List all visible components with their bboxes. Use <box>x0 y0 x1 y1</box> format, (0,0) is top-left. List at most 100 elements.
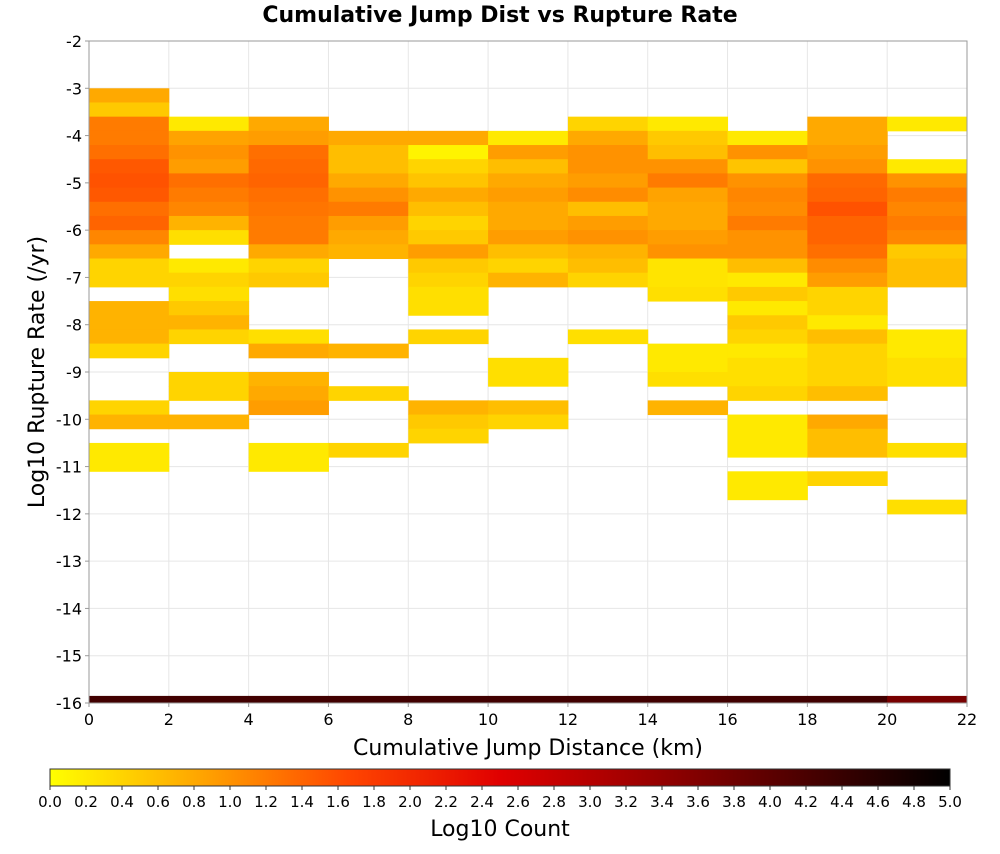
heatmap-cell <box>647 343 729 359</box>
heatmap-cell <box>647 372 729 387</box>
heatmap-cell <box>647 159 729 174</box>
heatmap-cell <box>89 272 170 288</box>
y-tick-label: -9 <box>66 363 82 382</box>
heatmap-cell <box>887 695 968 704</box>
heatmap-cell <box>567 201 649 217</box>
heatmap-cell <box>328 187 409 203</box>
heatmap-cell <box>887 258 968 274</box>
heatmap-cell <box>328 244 409 260</box>
heatmap-cell <box>168 145 250 160</box>
heatmap-cell <box>328 442 409 458</box>
heatmap-cell <box>807 372 888 387</box>
heatmap-cell <box>887 116 968 132</box>
heatmap-cell <box>248 386 329 401</box>
heatmap-cell <box>887 159 968 174</box>
colorbar-tick-label: 0.6 <box>146 793 170 811</box>
x-axis-ticks: 0 2 4 6 8 10 12 14 16 18 20 22 <box>84 703 977 729</box>
heatmap-cell <box>89 173 170 189</box>
colorbar-tick-label: 2.2 <box>434 793 458 811</box>
heatmap-cell <box>727 343 808 359</box>
heatmap-cell <box>328 230 409 245</box>
colorbar-tick-label: 4.0 <box>758 793 782 811</box>
x-tick-label: 18 <box>797 710 817 729</box>
heatmap-cell <box>807 201 888 217</box>
x-tick-label: 4 <box>244 710 254 729</box>
heatmap-cell <box>727 301 808 316</box>
heatmap-cell <box>248 372 329 387</box>
heatmap-cell <box>488 695 569 704</box>
heatmap-cell <box>647 258 729 274</box>
heatmap-cell <box>727 695 808 704</box>
heatmap-cell <box>727 230 808 245</box>
heatmap-cell <box>408 258 489 274</box>
colorbar <box>49 768 951 787</box>
heatmap-cell <box>887 244 968 260</box>
heatmap-cell <box>488 244 569 260</box>
heatmap-cell <box>567 215 649 231</box>
heatmap-cell <box>488 215 569 231</box>
heatmap-cell <box>408 428 489 444</box>
heatmap-cell <box>248 272 329 288</box>
heatmap-cell <box>168 159 250 174</box>
heatmap-cell <box>488 173 569 189</box>
heatmap-cell <box>488 414 569 430</box>
heatmap-cell <box>567 329 649 345</box>
colorbar-tick-label: 3.2 <box>614 793 638 811</box>
heatmap-cell <box>887 187 968 203</box>
heatmap-cell <box>248 116 329 132</box>
y-tick-label: -12 <box>56 505 82 524</box>
colorbar-tick-label: 0.4 <box>110 793 134 811</box>
heatmap-cell <box>488 187 569 203</box>
heatmap-cell <box>408 173 489 189</box>
heatmap-cell <box>89 88 170 103</box>
heatmap-cell <box>807 244 888 260</box>
heatmap-cell <box>408 695 489 704</box>
heatmap-cell <box>727 329 808 345</box>
heatmap-cell <box>248 230 329 245</box>
heatmap-cell <box>647 116 729 132</box>
heatmap-cell <box>807 230 888 245</box>
heatmap-cell <box>89 145 170 160</box>
heatmap-cell <box>408 272 489 288</box>
heatmap-cell <box>807 272 888 288</box>
heatmap-cell <box>408 230 489 245</box>
heatmap-cell <box>89 442 170 458</box>
heatmap-cell <box>647 173 729 189</box>
heatmap-cell <box>647 187 729 203</box>
heatmap-cell <box>168 301 250 316</box>
colorbar-tick-label: 3.6 <box>686 793 710 811</box>
colorbar-tick-label: 2.0 <box>398 793 422 811</box>
heatmap-cell <box>488 372 569 387</box>
heatmap-cell <box>727 173 808 189</box>
heatmap-cell <box>887 499 968 515</box>
heatmap-cell <box>727 215 808 231</box>
heatmap-cell <box>248 173 329 189</box>
heatmap-cell <box>168 372 250 387</box>
chart-title: Cumulative Jump Dist vs Rupture Rate <box>262 3 737 28</box>
heatmap-cell <box>887 442 968 458</box>
heatmap-cell <box>887 329 968 345</box>
heatmap-cell <box>168 201 250 217</box>
x-tick-label: 20 <box>877 710 897 729</box>
heatmap-cell <box>248 159 329 174</box>
heatmap-cell <box>807 130 888 146</box>
heatmap-cell <box>328 145 409 160</box>
heatmap-cell <box>807 173 888 189</box>
heatmap-cell <box>89 695 170 704</box>
heatmap-cell <box>567 187 649 203</box>
heatmap-cell <box>89 159 170 174</box>
heatmap-cell <box>328 343 409 359</box>
heatmap-cell <box>727 442 808 458</box>
x-tick-label: 0 <box>84 710 94 729</box>
heatmap-cell <box>647 357 729 373</box>
heatmap-cell <box>807 258 888 274</box>
heatmap-cell <box>647 695 729 704</box>
heatmap-cell <box>89 258 170 274</box>
heatmap-cell <box>727 428 808 444</box>
heatmap-cell <box>248 400 329 416</box>
heatmap-cell <box>807 695 888 704</box>
y-tick-label: -7 <box>66 268 82 287</box>
heatmap-cell <box>248 130 329 146</box>
y-tick-label: -15 <box>56 647 82 666</box>
